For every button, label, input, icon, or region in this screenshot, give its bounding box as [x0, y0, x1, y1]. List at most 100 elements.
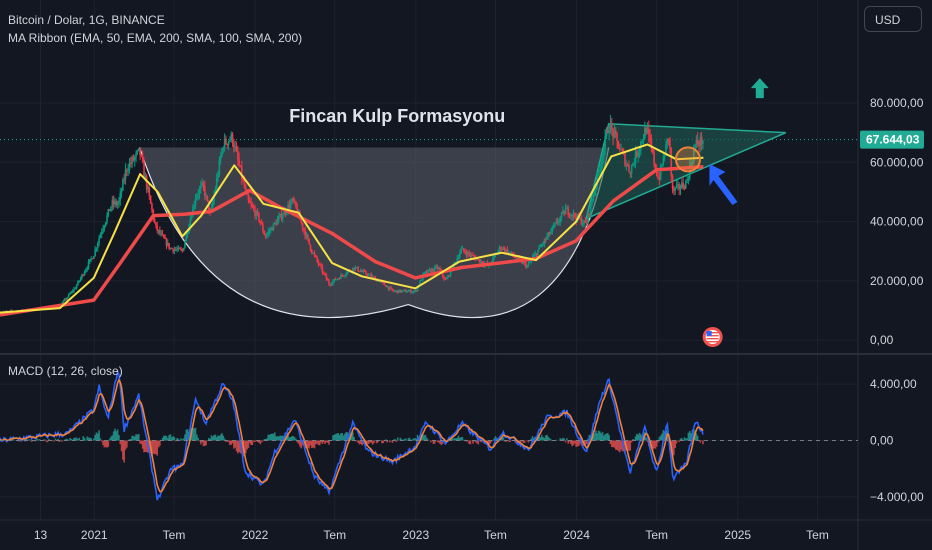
macd-histogram-bar	[164, 435, 166, 441]
candle-body	[580, 217, 583, 225]
macd-histogram-bar	[657, 440, 659, 443]
macd-histogram-bar	[90, 438, 92, 441]
candle-body	[262, 224, 264, 232]
macd-histogram-bar	[411, 439, 414, 441]
candle-body	[118, 200, 120, 204]
candle-body	[655, 169, 658, 176]
candle-body	[170, 248, 173, 250]
macd-histogram-bar	[542, 436, 544, 441]
macd-histogram-bar	[296, 440, 299, 443]
candle-body	[523, 262, 526, 264]
candle-body	[140, 155, 143, 157]
macd-histogram-bar	[58, 440, 61, 442]
macd-histogram-bar	[316, 440, 318, 444]
macd-histogram-bar	[581, 440, 584, 447]
candle-body	[684, 181, 687, 189]
candle-body	[304, 230, 307, 237]
macd-histogram-bar	[614, 440, 617, 450]
currency-button[interactable]: USD	[864, 6, 922, 32]
candle-body	[149, 195, 152, 204]
candle-body	[649, 134, 651, 141]
macd-histogram-bar	[584, 440, 587, 446]
candle-body	[342, 275, 345, 277]
macd-histogram-bar	[143, 440, 145, 453]
macd-histogram-bar	[251, 440, 254, 445]
candle-body	[173, 249, 176, 252]
macd-histogram-bar	[700, 440, 703, 442]
macd-histogram-bar	[112, 431, 115, 441]
candle-body	[325, 274, 328, 280]
candle-body	[354, 267, 357, 270]
candle-body	[321, 266, 324, 273]
symbol-legend[interactable]: Bitcoin / Dolar, 1G, BINANCE	[8, 13, 165, 27]
candle-body	[400, 290, 403, 293]
macd-histogram-bar	[144, 440, 147, 452]
macd-histogram-bar	[589, 436, 592, 441]
macd-histogram-bar	[681, 438, 683, 441]
candle-body	[673, 188, 675, 191]
macd-histogram-bar	[288, 437, 291, 441]
candle-body	[587, 213, 589, 224]
macd-histogram-bar	[313, 440, 316, 449]
candle-body	[657, 175, 659, 179]
macd-histogram-bar	[305, 440, 308, 448]
candle-body	[151, 203, 153, 210]
macd-histogram-bar	[176, 438, 178, 441]
macd-histogram-bar	[201, 440, 203, 443]
candle-body	[184, 241, 186, 248]
macd-histogram-bar	[44, 439, 46, 441]
candle-body	[143, 161, 145, 177]
candle-body	[395, 290, 398, 292]
candle-body	[95, 247, 98, 250]
macd-histogram-bar	[692, 429, 695, 441]
candle-body	[378, 281, 381, 283]
macd-histogram-bar	[699, 440, 702, 443]
macd-histogram-bar	[100, 440, 103, 442]
macd-histogram-bar	[579, 440, 581, 444]
candle-body	[420, 279, 423, 281]
time-axis-label: Tem	[806, 528, 829, 542]
candle-body	[669, 138, 671, 149]
candle-body	[74, 288, 77, 290]
macd-histogram-bar	[587, 438, 589, 441]
highlight-circle	[674, 146, 701, 173]
price-axis-label: 0,00	[870, 333, 894, 347]
macd-histogram-bar	[159, 440, 161, 446]
macd-histogram-bar	[86, 436, 89, 441]
candle-body	[137, 148, 140, 151]
candle-body	[312, 252, 314, 254]
macd-histogram-bar	[630, 440, 633, 443]
candle-body	[330, 283, 333, 285]
macd-legend[interactable]: MACD (12, 26, close)	[8, 364, 123, 378]
macd-histogram-bar	[690, 433, 692, 441]
candle-body	[419, 280, 421, 285]
macd-histogram-bar	[114, 428, 116, 441]
candle-body	[455, 262, 457, 264]
macd-histogram-bar	[600, 433, 603, 441]
macd-histogram-bar	[451, 438, 453, 441]
candle-body	[518, 256, 521, 259]
macd-histogram-bar	[177, 438, 180, 441]
macd-histogram-bar	[546, 434, 548, 441]
candle-body	[165, 238, 168, 246]
macd-histogram-bar	[198, 440, 201, 442]
macd-histogram-bar	[128, 439, 131, 441]
candle-body	[163, 235, 165, 239]
macd-histogram-bar	[678, 440, 680, 442]
indicator-legend[interactable]: MA Ribbon (EMA, 50, EMA, 200, SMA, 100, …	[8, 31, 303, 45]
candle-body	[550, 231, 552, 235]
candle-body	[551, 226, 554, 232]
macd-histogram-bar	[120, 440, 123, 452]
candle-body	[502, 247, 505, 250]
macd-histogram-bar	[379, 439, 382, 441]
macd-histogram-bar	[607, 433, 609, 441]
macd-histogram-bar	[610, 440, 613, 447]
candle-body	[585, 222, 588, 224]
candle-body	[593, 189, 596, 197]
macd-histogram-bar	[449, 439, 452, 441]
macd-histogram-bar	[324, 440, 326, 445]
candle-body	[279, 213, 281, 217]
candle-body	[651, 148, 654, 153]
macd-histogram-bar	[45, 440, 48, 442]
macd-histogram-bar	[509, 440, 511, 442]
